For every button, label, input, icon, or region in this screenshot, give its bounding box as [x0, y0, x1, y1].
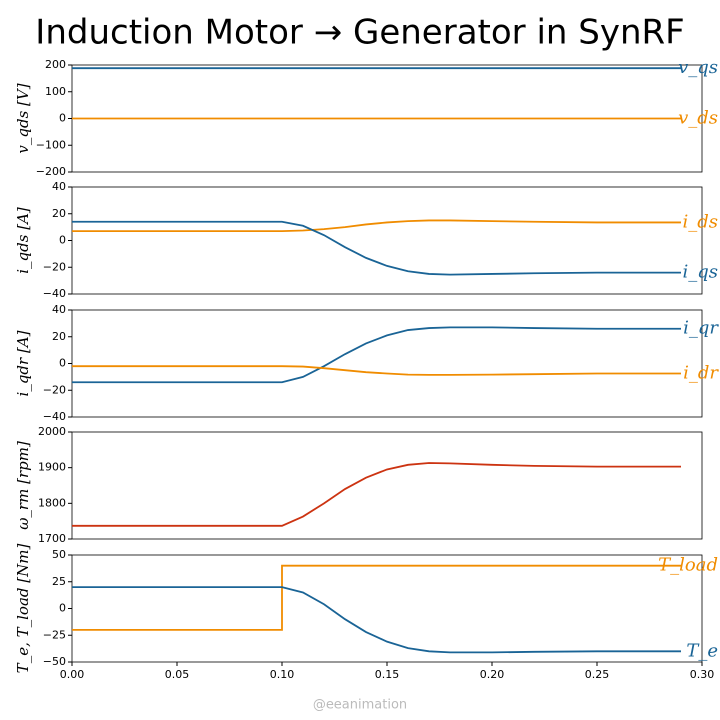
y-tick-label: −100 [36, 138, 66, 151]
y-tick-label: 0 [59, 112, 66, 125]
y-tick-label: 50 [52, 548, 66, 561]
y-tick-label: 0 [59, 602, 66, 615]
plot-frame [71, 554, 703, 663]
figure-title: Induction Motor → Generator in SynRF [35, 13, 684, 53]
y-axis-label: i_qds [A] [14, 207, 32, 274]
y-tick-label: 1800 [38, 496, 66, 509]
line-series [72, 462, 681, 527]
line-series [72, 365, 681, 376]
line-series [72, 326, 681, 384]
y-axis-label: T_e, T_load [Nm] [14, 544, 32, 674]
y-tick-label: 1900 [38, 461, 66, 474]
x-tick-label: 0.00 [60, 668, 85, 681]
y-tick-label: −25 [43, 628, 66, 641]
series-label: i_dr [683, 363, 719, 384]
line-series [72, 564, 681, 631]
series-label: i_qr [683, 318, 719, 339]
x-tick-label: 0.15 [375, 668, 400, 681]
line-series [72, 586, 681, 654]
y-tick-label: 0 [59, 357, 66, 370]
line-series [72, 219, 681, 233]
y-tick-label: 25 [52, 575, 66, 588]
y-tick-label: −40 [43, 287, 66, 300]
x-tick-label: 0.10 [270, 668, 295, 681]
y-tick-label: 2000 [38, 425, 66, 438]
y-tick-label: 20 [52, 330, 66, 343]
y-tick-label: 0 [59, 234, 66, 247]
series-label: v_qs [678, 57, 718, 78]
y-axis-label: ω_rm [rpm] [14, 441, 32, 530]
plot-frame [71, 309, 703, 418]
y-tick-label: 100 [45, 85, 66, 98]
y-axis-label: i_qdr [A] [14, 330, 32, 396]
y-tick-label: −200 [36, 165, 66, 178]
series-label: i_ds [682, 211, 718, 232]
x-tick-label: 0.05 [165, 668, 190, 681]
y-tick-label: −20 [43, 260, 66, 273]
series-label: v_ds [678, 108, 718, 129]
y-tick-label: 20 [52, 207, 66, 220]
line-series [72, 220, 681, 276]
y-tick-label: 1700 [38, 532, 66, 545]
y-tick-label: −50 [43, 655, 66, 668]
plot-frame [71, 431, 703, 540]
plot-frame [71, 186, 703, 295]
y-tick-label: 40 [52, 180, 66, 193]
series-label: i_qs [682, 262, 718, 283]
x-tick-label: 0.20 [480, 668, 505, 681]
y-tick-label: 40 [52, 303, 66, 316]
series-label: T_e [686, 640, 718, 661]
y-axis-label: v_qds [V] [14, 83, 32, 153]
watermark: @eeanimation [313, 698, 407, 713]
y-tick-label: −20 [43, 383, 66, 396]
y-tick-label: −40 [43, 410, 66, 423]
x-tick-label: 0.25 [585, 668, 610, 681]
series-label: T_load [658, 555, 718, 576]
x-tick-label: 0.30 [690, 668, 715, 681]
y-tick-label: 200 [45, 58, 66, 71]
